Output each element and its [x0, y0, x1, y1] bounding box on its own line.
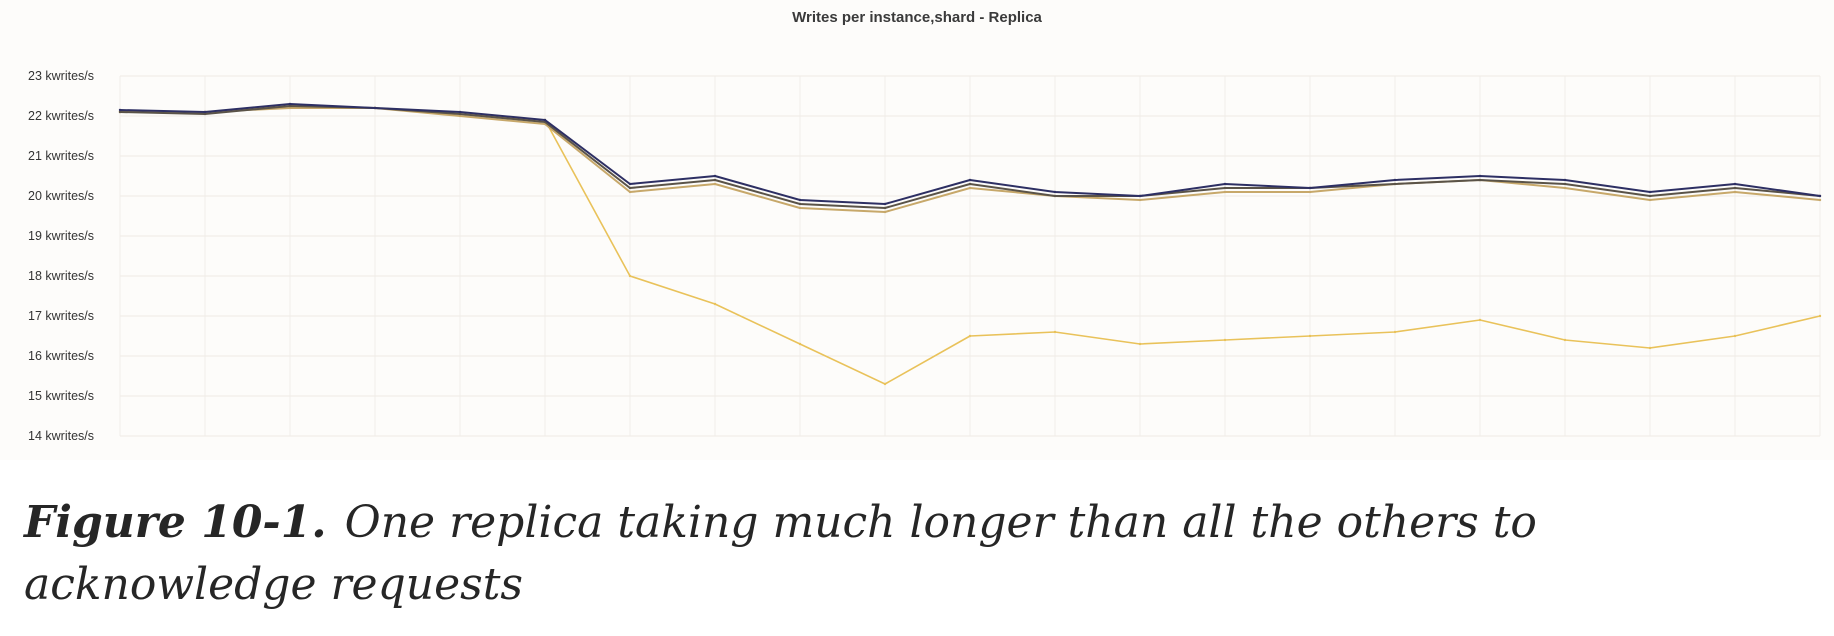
y-tick-label: 23 kwrites/s — [28, 69, 94, 83]
data-point — [1563, 338, 1567, 342]
y-tick-label: 21 kwrites/s — [28, 149, 94, 163]
data-point — [1563, 178, 1567, 182]
data-point — [968, 178, 972, 182]
data-point — [1478, 174, 1482, 178]
data-point — [543, 118, 547, 122]
figure-caption: Figure 10-1. One replica taking much long… — [24, 492, 1814, 616]
chart-title: Writes per instance,shard - Replica — [792, 9, 1042, 26]
chart-area: 23 kwrites/s 22 kwrites/s 21 kwrites/s 20 k… — [28, 9, 1822, 443]
y-tick-label: 17 kwrites/s — [28, 309, 94, 323]
data-point — [968, 186, 972, 190]
data-point — [798, 198, 802, 202]
data-point — [1138, 198, 1142, 202]
data-point — [203, 112, 207, 116]
y-tick-label: 16 kwrites/s — [28, 349, 94, 363]
y-axis: 23 kwrites/s 22 kwrites/s 21 kwrites/s 20 k… — [28, 69, 94, 443]
line-chart: 23 kwrites/s 22 kwrites/s 21 kwrites/s 20 k… — [28, 69, 1822, 443]
data-point — [458, 114, 462, 118]
data-point — [1648, 190, 1652, 194]
y-tick-label: 22 kwrites/s — [28, 109, 94, 123]
data-point — [458, 110, 462, 114]
data-point — [628, 274, 632, 278]
data-point — [1308, 334, 1312, 338]
data-point — [1818, 314, 1822, 318]
data-point — [1818, 198, 1822, 202]
data-point — [713, 182, 717, 186]
data-point — [798, 206, 802, 210]
figure-label: Figure 10-1. — [24, 497, 327, 548]
data-point — [1733, 190, 1737, 194]
data-point — [1223, 186, 1227, 190]
y-tick-label: 14 kwrites/s — [28, 429, 94, 443]
data-point — [1138, 194, 1142, 198]
data-point — [1478, 318, 1482, 322]
data-point — [1648, 346, 1652, 350]
data-point — [288, 106, 292, 110]
data-point — [1563, 182, 1567, 186]
data-point — [628, 186, 632, 190]
caption-text: One replica taking much longer than all … — [24, 497, 1537, 610]
data-point — [1733, 182, 1737, 186]
data-point — [1138, 342, 1142, 346]
y-tick-label: 19 kwrites/s — [28, 229, 94, 243]
data-point — [1648, 194, 1652, 198]
data-point — [883, 382, 887, 386]
data-point — [1648, 198, 1652, 202]
data-point — [1053, 194, 1057, 198]
data-point — [458, 112, 462, 116]
data-point — [1308, 186, 1312, 190]
data-point — [288, 104, 292, 108]
data-point — [288, 102, 292, 106]
y-tick-label: 15 kwrites/s — [28, 389, 94, 403]
data-point — [798, 342, 802, 346]
data-point — [883, 206, 887, 210]
data-point — [628, 190, 632, 194]
data-point — [713, 174, 717, 178]
grid — [119, 75, 1821, 437]
data-point — [1223, 338, 1227, 342]
data-point — [968, 334, 972, 338]
data-point — [883, 202, 887, 206]
data-point — [1053, 330, 1057, 334]
data-point — [373, 106, 377, 110]
data-point — [1223, 182, 1227, 186]
data-point — [1733, 334, 1737, 338]
data-point — [1563, 186, 1567, 190]
y-tick-label: 18 kwrites/s — [28, 269, 94, 283]
data-point — [118, 108, 122, 112]
y-tick-label: 20 kwrites/s — [28, 189, 94, 203]
series-lines — [118, 102, 1822, 386]
data-point — [1393, 178, 1397, 182]
data-point — [713, 302, 717, 306]
data-point — [1053, 190, 1057, 194]
data-point — [203, 110, 207, 114]
data-point — [1733, 186, 1737, 190]
data-point — [883, 210, 887, 214]
data-point — [1308, 190, 1312, 194]
data-point — [118, 110, 122, 114]
data-point — [628, 182, 632, 186]
data-point — [968, 182, 972, 186]
data-point — [713, 178, 717, 182]
data-point — [798, 202, 802, 206]
data-point — [1818, 194, 1822, 198]
data-point — [1223, 190, 1227, 194]
data-point — [1393, 330, 1397, 334]
data-point — [1478, 178, 1482, 182]
data-point — [1393, 182, 1397, 186]
